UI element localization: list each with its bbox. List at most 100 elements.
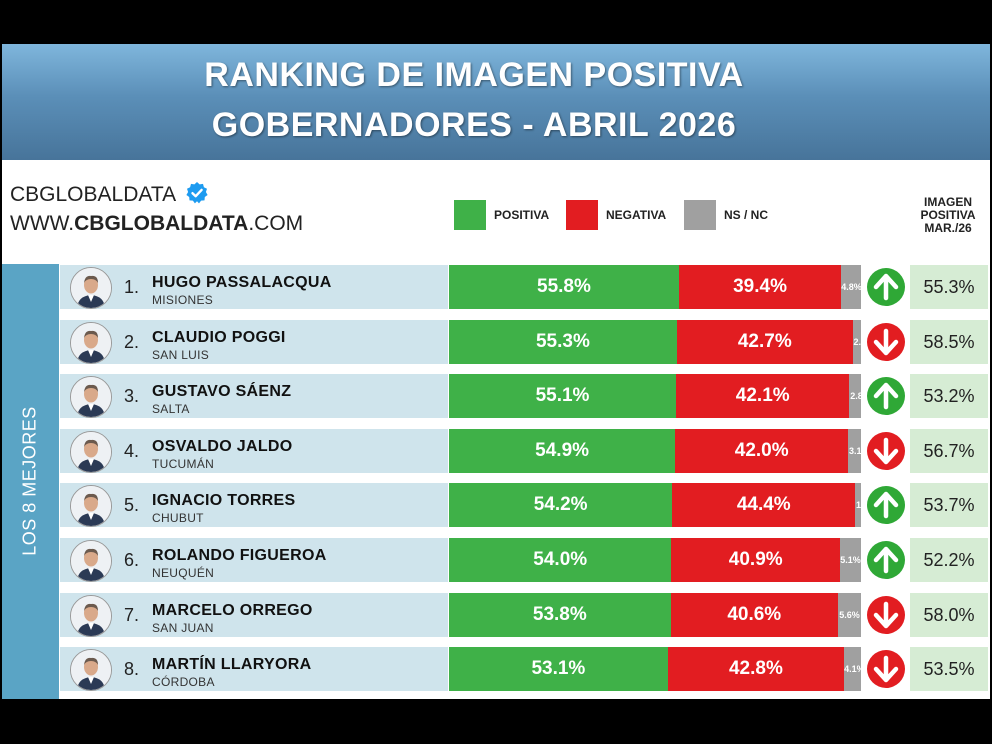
- ranking-card: RANKING DE IMAGEN POSITIVA GOBERNADORES …: [2, 44, 990, 699]
- brand-name-text: CBGLOBALDATA: [10, 183, 175, 206]
- governor-avatar: [70, 431, 112, 473]
- brand-url-prefix: WWW.: [10, 212, 75, 235]
- governor-name: MARCELO ORREGO: [152, 602, 313, 619]
- previous-value-cell: [910, 538, 988, 582]
- person-silhouette-icon: [71, 432, 111, 472]
- previous-value: 56.7%: [923, 441, 975, 461]
- person-silhouette-icon: [71, 377, 111, 417]
- previous-value-cell: [910, 647, 988, 691]
- rank-number: 7.: [124, 605, 140, 625]
- positive-value-label: 53.8%: [532, 604, 587, 625]
- negative-value-label: 42.7%: [737, 331, 792, 352]
- person-silhouette-icon: [71, 486, 111, 526]
- arrow-up-icon: [873, 491, 899, 519]
- rank-number: 2.: [124, 332, 140, 352]
- negative-value-label: 40.6%: [727, 604, 782, 625]
- legend-positive-swatch: [454, 200, 486, 230]
- arrow-down-icon: [873, 437, 899, 465]
- previous-value-cell: [910, 374, 988, 418]
- bar-positive: [449, 265, 679, 309]
- trend-up-arrow-icon: [867, 377, 905, 415]
- rank-number: 1.: [124, 277, 140, 297]
- province-name: TUCUMÁN: [152, 457, 215, 471]
- person-silhouette-icon: [71, 541, 111, 581]
- brand-name: CBGLOBALDATA: [10, 181, 209, 207]
- province-name: SAN LUIS: [152, 348, 210, 362]
- legend-nsnc-label: NS / NC: [724, 208, 769, 222]
- positive-value-label: 54.2%: [533, 494, 588, 515]
- bar-positive: [449, 374, 676, 418]
- bar-nsnc: [849, 374, 861, 418]
- negative-value-label: 42.1%: [735, 385, 790, 406]
- bar-positive: [449, 538, 672, 582]
- bar-nsnc: [852, 320, 861, 364]
- previous-value-cell: [910, 429, 988, 473]
- trend-down-arrow-icon: [867, 650, 905, 688]
- bar-positive: [449, 593, 671, 637]
- trend-up-arrow-icon: [867, 268, 905, 306]
- side-label: LOS 8 MEJORES: [19, 406, 40, 556]
- rank-number: 3.: [124, 386, 140, 406]
- arrow-down-icon: [873, 655, 899, 683]
- bar-nsnc: [855, 483, 861, 527]
- previous-header-line-3: MAR./26: [924, 221, 972, 235]
- brand-url-suffix: .COM: [248, 212, 304, 235]
- legend-positive: POSITIVA: [454, 200, 549, 230]
- trend-down-arrow-icon: [867, 323, 905, 361]
- previous-value: 55.3%: [923, 277, 975, 297]
- arrow-down-icon: [873, 601, 899, 629]
- bar-nsnc: [848, 429, 861, 473]
- previous-value-cell: [910, 265, 988, 309]
- arrow-down-icon: [873, 328, 899, 356]
- bar-negative: [678, 265, 842, 309]
- negative-value-label: 42.8%: [728, 658, 783, 679]
- positive-value-label: 55.8%: [537, 276, 591, 297]
- negative-value-label: 39.4%: [733, 276, 787, 297]
- bar-nsnc: [837, 593, 861, 637]
- province-name: CÓRDOBA: [152, 675, 215, 689]
- previous-value: 58.5%: [923, 332, 975, 352]
- row-background: [60, 483, 448, 527]
- rank-number: 8.: [124, 659, 140, 679]
- nsnc-value-label: 2.0: [853, 337, 866, 347]
- trend-down-arrow-icon: [867, 596, 905, 634]
- row-background: [60, 265, 448, 309]
- governor-name: MARTÍN LLARYORA: [152, 656, 312, 673]
- province-name: SALTA: [152, 402, 190, 416]
- legend-nsnc-swatch: [684, 200, 716, 230]
- governor-name: ROLANDO FIGUEROA: [152, 547, 327, 564]
- bar-negative: [676, 374, 850, 418]
- brand-url-bold: CBGLOBALDATA: [74, 212, 249, 235]
- nsnc-value-label: 1.4: [855, 500, 869, 510]
- legend-negative-swatch: [566, 200, 598, 230]
- negative-value-label: 40.9%: [728, 549, 783, 570]
- province-name: MISIONES: [152, 293, 214, 307]
- previous-column-header: IMAGEN POSITIVA MAR./26: [908, 196, 988, 235]
- arrow-up-icon: [873, 382, 899, 410]
- verified-badge-icon: [186, 182, 208, 204]
- rank-number: 5.: [124, 495, 140, 515]
- row-background: [60, 320, 448, 364]
- previous-value: 52.2%: [923, 550, 975, 570]
- arrow-up-icon: [873, 273, 899, 301]
- nsnc-value-label: 5.1%: [840, 555, 861, 565]
- arrow-up-icon: [873, 546, 899, 574]
- person-silhouette-icon: [71, 323, 111, 363]
- bar-nsnc: [839, 538, 861, 582]
- positive-value-label: 54.0%: [533, 549, 588, 570]
- province-name: SAN JUAN: [152, 621, 214, 635]
- legend-negative: NEGATIVA: [566, 200, 666, 230]
- bar-negative: [675, 429, 849, 473]
- bar-negative: [672, 483, 856, 527]
- person-silhouette-icon: [71, 596, 111, 636]
- positive-value-label: 55.3%: [535, 331, 590, 352]
- previous-value-cell: [910, 320, 988, 364]
- bar-positive: [449, 647, 668, 691]
- brand-url: WWW.CBGLOBALDATA.COM: [10, 212, 303, 236]
- governor-name: HUGO PASSALACQUA: [152, 274, 332, 291]
- row-background: [60, 374, 448, 418]
- nsnc-value-label: 5.6%: [839, 610, 860, 620]
- bar-positive: [449, 483, 673, 527]
- bar-negative: [671, 538, 840, 582]
- province-name: NEUQUÉN: [152, 566, 215, 580]
